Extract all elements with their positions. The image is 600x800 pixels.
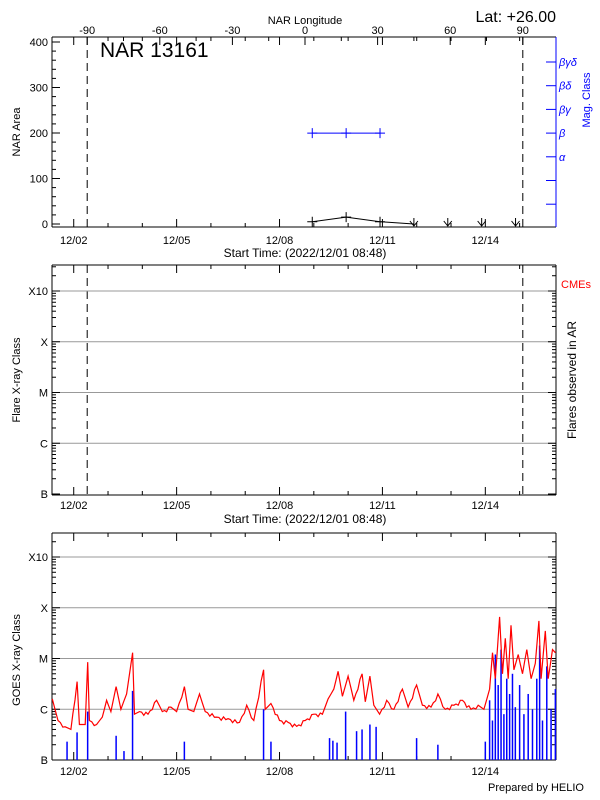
mag-class-axis-label: Mag. Class xyxy=(581,72,593,128)
mag-class-label: βγδ xyxy=(558,57,578,69)
mag-class-point xyxy=(307,128,318,139)
area-y-label: 100 xyxy=(30,174,48,186)
goes-panel-class-label: M xyxy=(39,654,48,666)
goes-panel-date-label: 12/02 xyxy=(60,766,88,778)
goes-panel-class-label: X10 xyxy=(28,552,48,564)
longitude-label: 0 xyxy=(302,25,308,37)
area-panel-date-label: 12/05 xyxy=(163,235,191,247)
cme-label: CMEs xyxy=(561,279,591,291)
goes-panel-class-label: B xyxy=(41,755,48,767)
area-y-label: 300 xyxy=(30,83,48,95)
flare-panel-date-label: 12/02 xyxy=(60,500,88,512)
flares-observed-label: Flares observed in AR xyxy=(565,321,579,439)
area-line xyxy=(312,216,414,225)
area-panel-date-label: 12/08 xyxy=(266,235,294,247)
goes-panel-date-label: 12/05 xyxy=(163,766,191,778)
panel1-start-time: Start Time: (2022/12/01 08:48) xyxy=(224,246,387,260)
area-y-label: 200 xyxy=(30,128,48,140)
area-y-label: 0 xyxy=(42,219,48,231)
flare-panel-date-label: 12/14 xyxy=(472,500,500,512)
flare-panel-class-label: B xyxy=(41,489,48,501)
latitude-label: Lat: +26.00 xyxy=(475,9,556,26)
longitude-label: -60 xyxy=(152,25,168,37)
goes-panel-date-label: 12/14 xyxy=(472,766,500,778)
mag-class-label: βδ xyxy=(558,81,572,93)
area-point xyxy=(341,212,352,223)
goes-panel-date-label: 12/08 xyxy=(266,766,294,778)
longitude-label: -30 xyxy=(224,25,240,37)
area-point xyxy=(375,216,386,227)
goes-panel-class-label: X xyxy=(41,603,49,615)
panel2-start-time: Start Time: (2022/12/01 08:48) xyxy=(224,512,387,526)
longitude-label: 60 xyxy=(444,25,456,37)
flare-class-axis-label: Flare X-ray Class xyxy=(11,337,23,422)
area-point xyxy=(307,216,318,227)
goes-long-line xyxy=(51,616,556,731)
nar-area-axis-label: NAR Area xyxy=(11,107,23,157)
flare-panel-date-label: 12/08 xyxy=(266,500,294,512)
mag-class-point xyxy=(375,128,386,139)
mag-class-label: α xyxy=(559,152,566,164)
area-y-label: 400 xyxy=(30,37,48,49)
area-zero-arrow xyxy=(409,218,419,227)
area-panel-date-label: 12/14 xyxy=(472,235,500,247)
goes-class-axis-label: GOES X-ray Class xyxy=(11,614,23,706)
longitude-label: 30 xyxy=(371,25,383,37)
longitude-label: 90 xyxy=(517,25,529,37)
longitude-label: -90 xyxy=(79,25,95,37)
area-zero-arrow xyxy=(443,218,453,227)
area-panel-date-label: 12/02 xyxy=(60,235,88,247)
flare-panel-date-label: 12/11 xyxy=(369,500,396,512)
area-zero-arrow xyxy=(511,218,520,227)
goes-panel-class-label: C xyxy=(40,704,48,716)
region-title: NAR 13161 xyxy=(100,39,209,62)
flare-panel-date-label: 12/05 xyxy=(163,500,191,512)
flare-panel-class-label: X10 xyxy=(28,286,48,298)
area-panel-date-label: 12/11 xyxy=(369,235,396,247)
mag-class-label: β xyxy=(558,128,566,140)
flare-panel-class-label: X xyxy=(41,337,49,349)
flare-panel-class-label: C xyxy=(40,438,48,450)
mag-class-label: βγ xyxy=(558,104,572,116)
prepared-by-credit: Prepared by HELIO xyxy=(488,782,584,794)
area-zero-arrow xyxy=(477,218,487,227)
goes-panel-date-label: 12/11 xyxy=(369,766,396,778)
mag-class-point xyxy=(341,128,352,139)
top-axis-label: NAR Longitude xyxy=(268,15,343,27)
flare-panel-class-label: M xyxy=(39,388,48,400)
